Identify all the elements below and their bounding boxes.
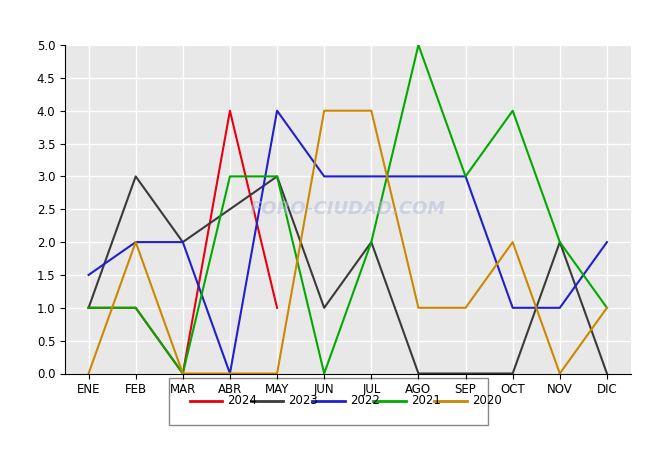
2022 xyxy=(462,174,469,179)
2023 xyxy=(320,305,328,310)
2023 xyxy=(462,371,469,376)
2021 xyxy=(84,305,92,310)
2022 xyxy=(84,272,92,278)
2020 xyxy=(273,371,281,376)
Text: 2024: 2024 xyxy=(227,394,257,407)
2022 xyxy=(415,174,422,179)
2021 xyxy=(320,371,328,376)
2020 xyxy=(179,371,187,376)
2021 xyxy=(556,239,564,245)
Text: Matriculaciones de Vehiculos en Merindad de Montija: Matriculaciones de Vehiculos en Merindad… xyxy=(122,15,528,30)
Text: 2020: 2020 xyxy=(472,394,502,407)
2020 xyxy=(320,108,328,113)
2024 xyxy=(273,305,281,310)
2021 xyxy=(509,108,517,113)
2020 xyxy=(367,108,375,113)
2023 xyxy=(179,239,187,245)
2024 xyxy=(132,305,140,310)
2023 xyxy=(509,371,517,376)
2022 xyxy=(367,174,375,179)
2023 xyxy=(273,174,281,179)
2020 xyxy=(132,239,140,245)
2023 xyxy=(556,239,564,245)
2022 xyxy=(603,239,611,245)
2020 xyxy=(415,305,422,310)
2024 xyxy=(179,371,187,376)
2021 xyxy=(415,42,422,48)
2022 xyxy=(226,371,234,376)
2022 xyxy=(556,305,564,310)
2022 xyxy=(509,305,517,310)
FancyBboxPatch shape xyxy=(169,378,488,425)
Text: FORO-CIUDAD.COM: FORO-CIUDAD.COM xyxy=(250,200,446,218)
2023 xyxy=(603,371,611,376)
Line: 2022: 2022 xyxy=(88,111,607,374)
2024 xyxy=(226,108,234,113)
2020 xyxy=(226,371,234,376)
2022 xyxy=(320,174,328,179)
2021 xyxy=(603,305,611,310)
2022 xyxy=(273,108,281,113)
2021 xyxy=(132,305,140,310)
Text: 2022: 2022 xyxy=(350,394,380,407)
2020 xyxy=(509,239,517,245)
Line: 2021: 2021 xyxy=(88,45,607,374)
Text: http://www.foro-ciudad.com: http://www.foro-ciudad.com xyxy=(502,434,637,444)
2023 xyxy=(132,174,140,179)
2023 xyxy=(367,239,375,245)
2024 xyxy=(84,305,92,310)
2020 xyxy=(556,371,564,376)
2022 xyxy=(132,239,140,245)
2021 xyxy=(367,239,375,245)
Text: 2023: 2023 xyxy=(289,394,318,407)
2021 xyxy=(273,174,281,179)
2023 xyxy=(84,305,92,310)
Line: 2023: 2023 xyxy=(88,176,607,374)
2021 xyxy=(226,174,234,179)
2020 xyxy=(603,305,611,310)
2023 xyxy=(415,371,422,376)
2023 xyxy=(226,207,234,212)
2020 xyxy=(462,305,469,310)
Text: 2021: 2021 xyxy=(411,394,441,407)
2022 xyxy=(179,239,187,245)
2021 xyxy=(462,174,469,179)
Line: 2024: 2024 xyxy=(88,111,277,374)
Line: 2020: 2020 xyxy=(88,111,607,374)
2020 xyxy=(84,371,92,376)
2021 xyxy=(179,371,187,376)
